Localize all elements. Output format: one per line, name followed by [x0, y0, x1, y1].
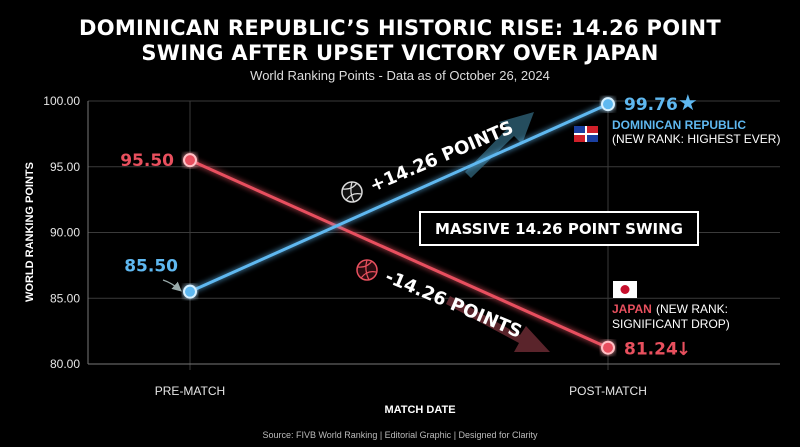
y-tick-label: 95.00	[50, 160, 80, 174]
data-point-japan-post	[601, 340, 615, 355]
star-icon: ★	[678, 91, 698, 116]
value-label-japan-pre: 95.50	[120, 151, 174, 171]
source-note: Source: FIVB World Ranking | Editorial G…	[262, 430, 538, 440]
dominican-flag-icon	[574, 126, 598, 142]
value-label-dominican-post: 99.76	[624, 95, 678, 115]
volleyball-icon	[356, 259, 378, 281]
team-note-dominican: (NEW RANK: HIGHEST EVER)	[612, 132, 780, 146]
chart-subtitle: World Ranking Points - Data as of Octobe…	[250, 68, 550, 83]
drop-arrow	[446, 296, 550, 352]
volleyball-icon	[341, 181, 363, 203]
japan-flag-icon	[613, 281, 637, 298]
data-point-dominican-post	[601, 97, 615, 112]
team-note-japan-line1: (NEW RANK:	[656, 302, 728, 316]
value-label-japan-post: 81.24	[624, 340, 678, 360]
series-line-dominican	[189, 102, 609, 294]
x-tick-label: POST-MATCH	[569, 384, 647, 398]
series-line-japan	[189, 158, 609, 350]
x-axis-title: MATCH DATE	[384, 404, 455, 416]
x-tick-label: PRE-MATCH	[155, 384, 225, 398]
y-tick-label: 85.00	[50, 291, 80, 305]
chart-title-line2: SWING AFTER UPSET VICTORY OVER JAPAN	[141, 41, 659, 65]
chart-title-line1: DOMINICAN REPUBLIC’S HISTORIC RISE: 14.2…	[78, 16, 722, 40]
down-arrow-icon: ↓	[676, 339, 691, 360]
team-note-japan-line2: SIGNIFICANT DROP)	[612, 317, 730, 331]
team-label-dominican: DOMINICAN REPUBLIC	[612, 118, 746, 132]
y-tick-label: 80.00	[50, 357, 80, 371]
value-label-dominican-pre: 85.50	[124, 257, 178, 277]
swing-annotation-label: MASSIVE 14.26 POINT SWING	[435, 220, 683, 238]
team-label-japan: JAPAN	[612, 302, 652, 316]
y-tick-label: 100.00	[43, 94, 80, 108]
y-tick-label: 90.00	[50, 226, 80, 240]
swing-annotation-box	[419, 211, 699, 246]
data-point-japan-pre	[183, 153, 197, 168]
pointer-arrow	[162, 279, 182, 292]
data-point-dominican-pre	[183, 284, 197, 299]
y-axis-title: WORLD RANKING POINTS	[24, 162, 36, 302]
